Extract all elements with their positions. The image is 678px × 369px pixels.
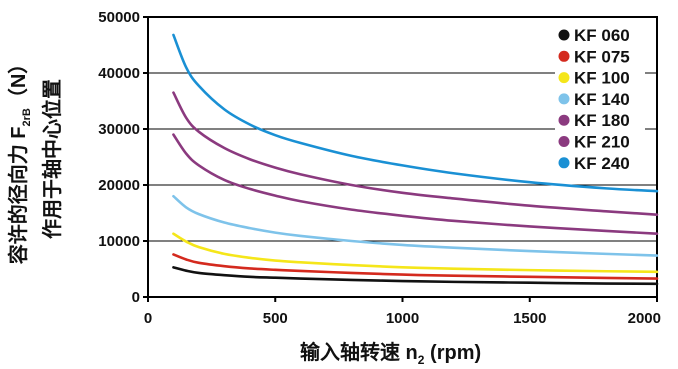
legend-marker-kf-240 [558,157,570,169]
y-axis-title-line-1: 容许的径向力 F2rB（N） [6,18,40,300]
y-tick-label-40000: 40000 [98,65,140,82]
legend-item-bg-kf-240 [555,152,645,173]
y-axis-title-subscript: 2rB [21,108,33,127]
legend-item-bg-kf-075 [555,46,645,67]
legend-marker-kf-180 [558,114,570,126]
legend-label-kf-180: KF 180 [574,111,630,130]
x-axis-title-subscript: 2 [417,353,425,367]
legend-label-kf-075: KF 075 [574,47,630,66]
legend-marker-kf-210 [558,136,570,147]
legend-marker-kf-140 [558,93,570,105]
legend-item-bg-kf-180 [555,110,645,131]
y-tick-label-0: 0 [132,289,140,306]
legend-item-bg-kf-210 [555,131,645,152]
legend-label-kf-210: KF 210 [574,133,630,152]
legend-label-kf-060: KF 060 [574,26,630,45]
x-axis-title-unit: (rpm) [430,342,482,364]
y-axis-title-line-2: 作用于轴中心位置 [42,79,64,239]
y-tick-label-30000: 30000 [98,121,140,138]
series-line-kf-180 [172,133,659,236]
legend-marker-kf-075 [558,50,570,62]
y-axis-title-unit: （N） [8,53,30,109]
x-tick-label-1500: 1500 [513,310,546,327]
x-tick-label-0: 0 [144,310,152,327]
x-tick-label-2000: 2000 [628,310,661,327]
series-line-kf-210 [172,91,659,216]
x-axis-title: 输入轴转速 n2 (rpm) [300,336,481,367]
series-line-kf-060 [172,266,659,286]
series-line-kf-100 [172,232,659,274]
y-tick-label-20000: 20000 [98,177,140,194]
series-line-kf-240 [172,33,659,193]
series-line-kf-075 [172,253,659,280]
legend-label-kf-100: KF 100 [574,69,630,88]
x-tick-label-500: 500 [263,310,288,327]
x-axis-title-prefix: 输入轴转速 n [300,342,418,364]
legend-item-bg-kf-060 [555,25,645,45]
y-axis-title-prefix: 容许的径向力 F [8,126,30,265]
legend-item-bg-kf-140 [555,88,645,109]
legend-item-bg-kf-100 [555,67,645,88]
y-axis-title: 容许的径向力 F2rB（N） 作用于轴中心位置 [6,18,66,300]
series-line-kf-140 [172,194,659,257]
y-tick-label-10000: 10000 [98,233,140,250]
x-tick-label-1000: 1000 [386,310,419,327]
y-tick-label-50000: 50000 [98,9,140,26]
legend-marker-kf-060 [558,29,570,41]
legend-label-kf-140: KF 140 [574,90,630,109]
legend-label-kf-240: KF 240 [574,154,630,173]
y-axis-title-text: 容许的径向力 F2rB（N） 作用于轴中心位置 [6,18,66,300]
legend-marker-kf-100 [558,72,570,84]
